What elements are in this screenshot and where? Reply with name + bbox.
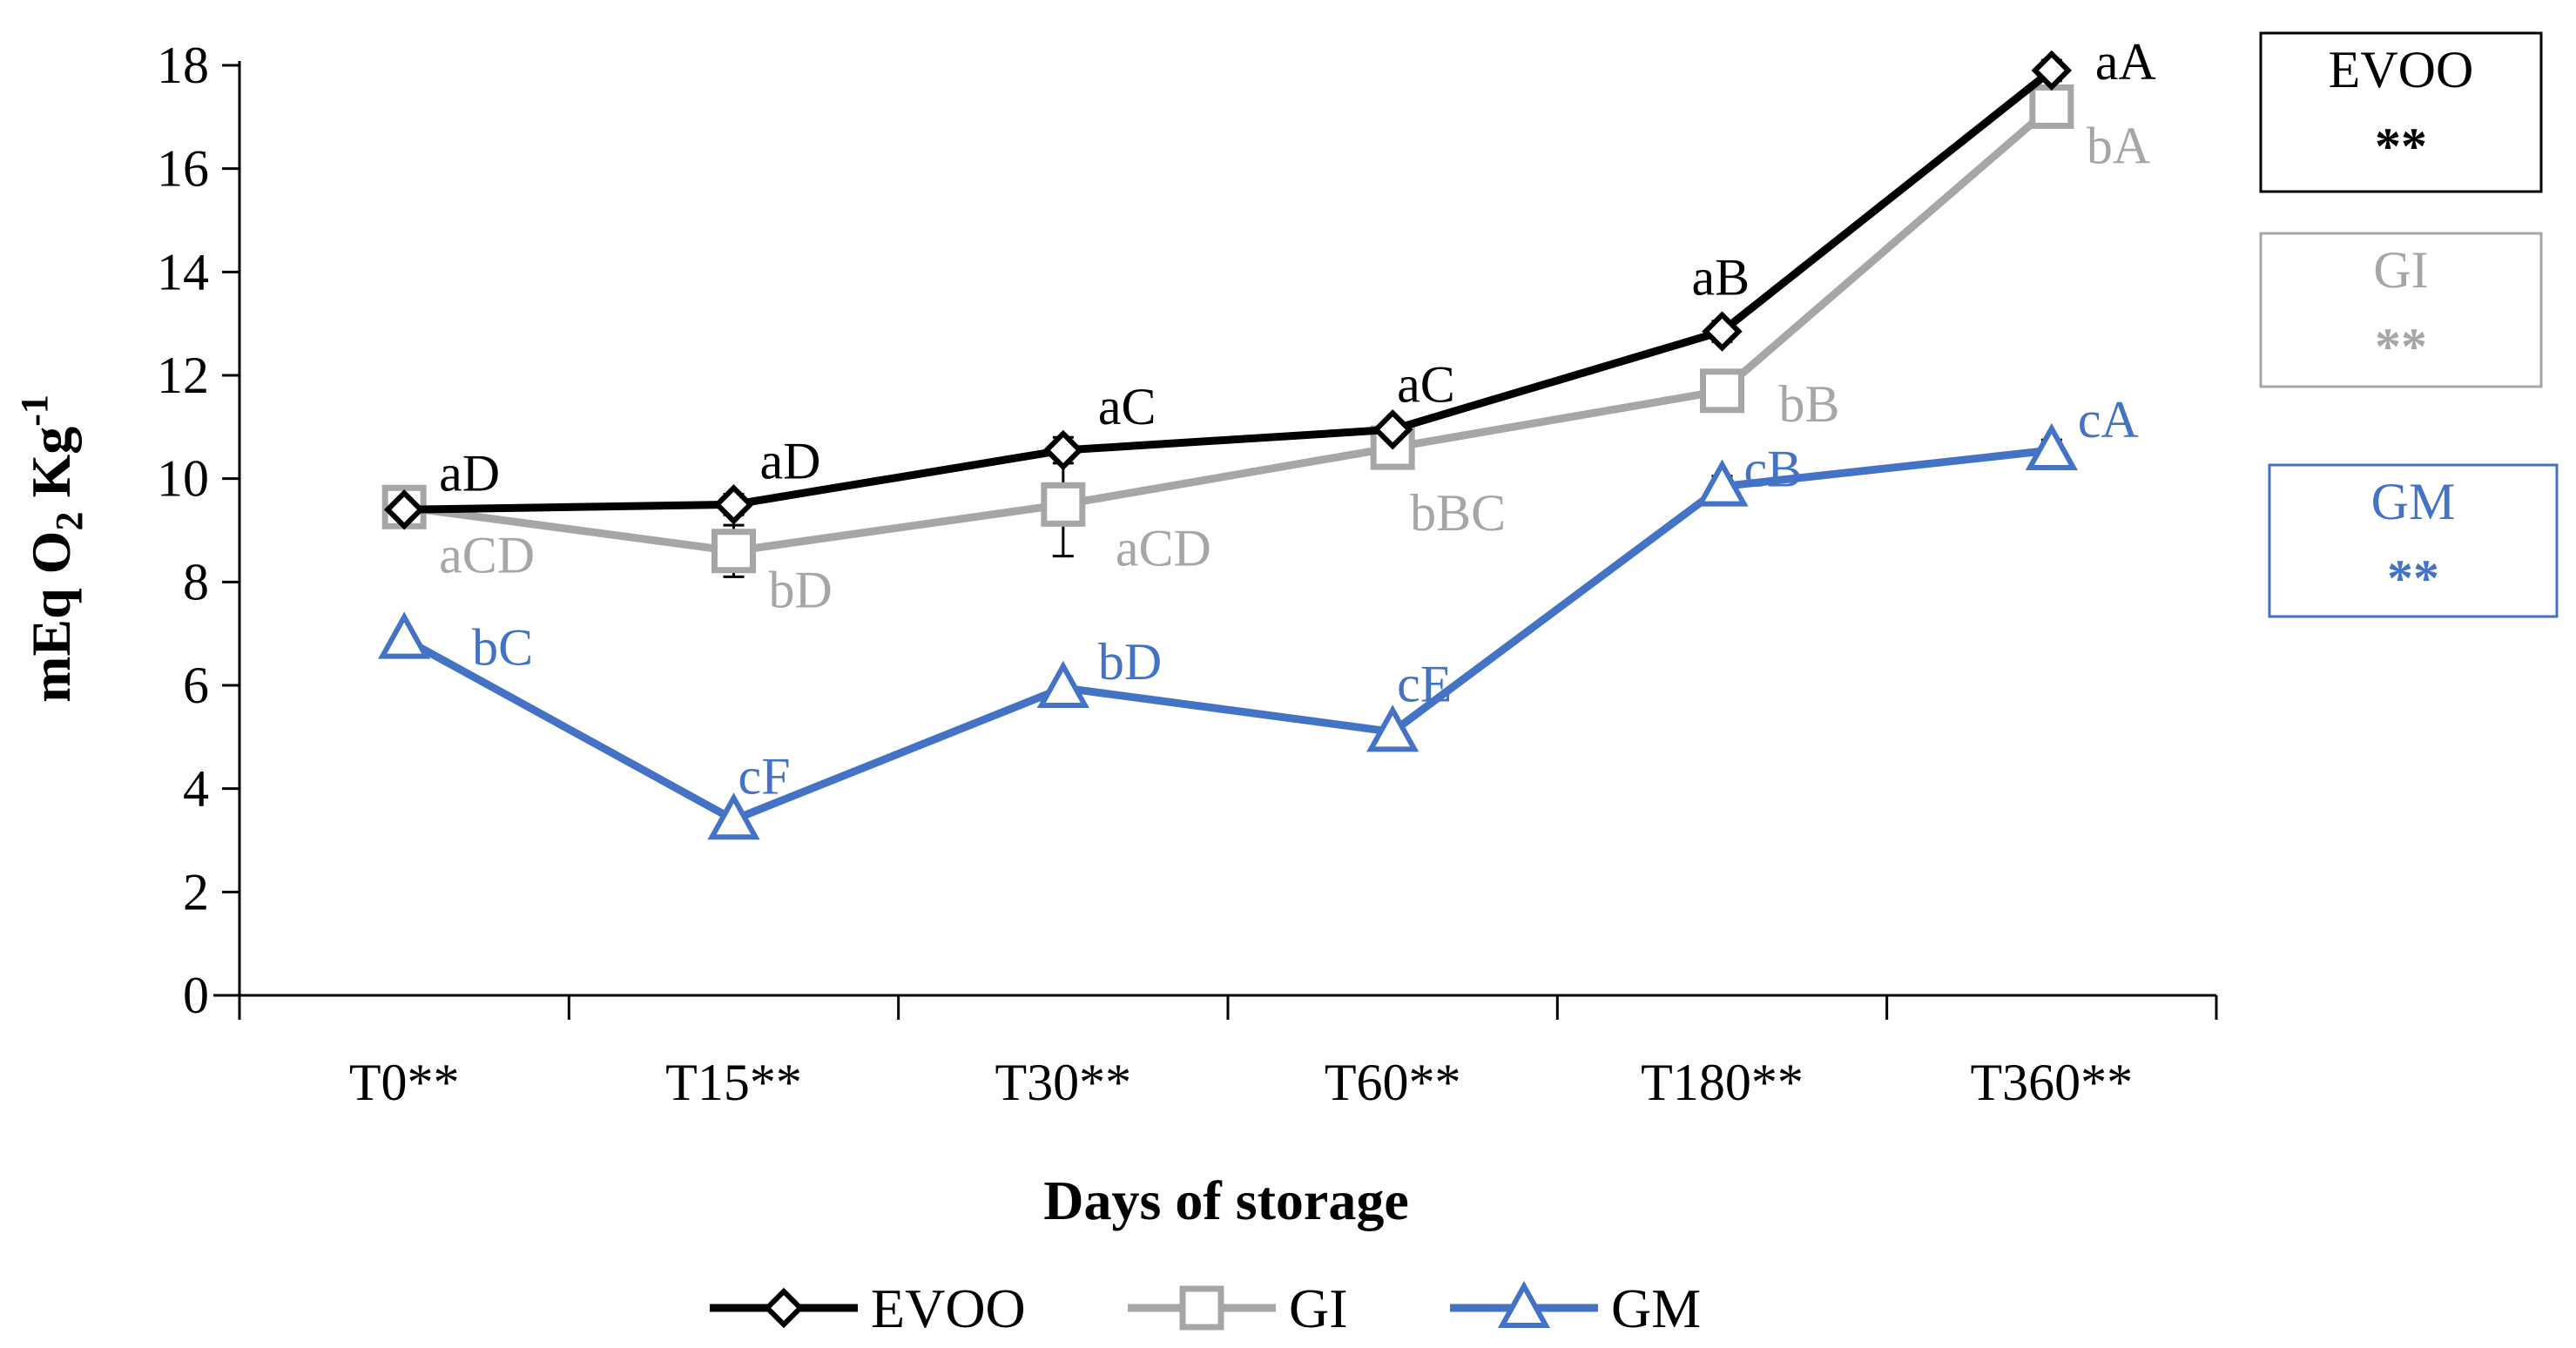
significance-box-frame bbox=[2259, 31, 2543, 193]
data-point-gi bbox=[711, 529, 756, 574]
x-tick-label: T180** bbox=[1641, 1054, 1804, 1111]
y-tick-label: 8 bbox=[183, 553, 209, 610]
legend-item-evoo: EVOO bbox=[710, 1277, 1026, 1339]
significance-boxes: EVOO ** GI ** GM ** bbox=[2259, 31, 2559, 618]
point-labels: aCD bD aCD bBC bB bA aD aD aC aC aB aA bC cF bD cE cB cA bbox=[439, 33, 2156, 805]
data-point-evoo bbox=[1372, 409, 1413, 450]
significance-box-stars: ** bbox=[2375, 318, 2427, 375]
y-tick-label: 12 bbox=[157, 347, 209, 404]
point-label: bBC bbox=[1410, 484, 1506, 542]
series-line-gm bbox=[402, 446, 2053, 824]
point-label: aD bbox=[439, 444, 500, 502]
y-tick-label: 14 bbox=[157, 243, 209, 300]
y-tick-label: 10 bbox=[157, 450, 209, 508]
legend: EVOO GI GM bbox=[710, 1277, 1701, 1339]
point-label: aCD bbox=[1116, 519, 1211, 576]
data-point-gi bbox=[1041, 482, 1086, 527]
y-tick-label: 6 bbox=[183, 657, 209, 714]
significance-box-evoo: EVOO ** bbox=[2259, 31, 2543, 193]
y-axis-title: mEq O2 Kg-1 bbox=[13, 394, 91, 703]
data-point-evoo bbox=[713, 484, 754, 525]
axes: 0 2 4 6 8 10 12 14 16 18 T0** T15** T30** T60** T180**… bbox=[157, 37, 2218, 1111]
point-label: aB bbox=[1692, 249, 1750, 307]
point-label: cF bbox=[738, 747, 791, 805]
data-point-gi bbox=[2029, 84, 2074, 129]
data-point-gi bbox=[1700, 368, 1744, 414]
y-tick-label: 4 bbox=[183, 760, 209, 818]
y-tick-label: 0 bbox=[183, 967, 209, 1024]
legend-item-gm: GM bbox=[1450, 1277, 1701, 1339]
data-point-evoo bbox=[2031, 50, 2073, 91]
data-point-gm bbox=[1696, 459, 1749, 507]
y-axis-title-main: mEq O bbox=[20, 531, 82, 703]
y-tick-label: 2 bbox=[183, 863, 209, 920]
data-point-gm bbox=[378, 611, 431, 659]
significance-box-gi: GI ** bbox=[2259, 232, 2543, 388]
point-label: cA bbox=[2078, 391, 2139, 448]
data-point-evoo bbox=[1042, 429, 1084, 471]
x-tick-label: T30** bbox=[995, 1054, 1132, 1111]
x-tick-label: T15** bbox=[665, 1054, 802, 1111]
y-tick-label: 16 bbox=[157, 140, 209, 198]
x-tick-label: T60** bbox=[1325, 1054, 1461, 1111]
point-label: bD bbox=[769, 562, 833, 619]
legend-label: EVOO bbox=[871, 1277, 1026, 1339]
series-gm bbox=[378, 422, 2078, 840]
significance-box-label: GM bbox=[2371, 473, 2456, 530]
significance-box-label: GI bbox=[2373, 241, 2428, 299]
series-evoo bbox=[383, 50, 2073, 530]
series-line-gi bbox=[403, 104, 2054, 556]
significance-box-label: EVOO bbox=[2329, 41, 2474, 98]
data-point-gm bbox=[707, 792, 760, 840]
x-axis-title: Days of storage bbox=[1043, 1169, 1408, 1231]
point-label: cE bbox=[1397, 655, 1452, 712]
point-label: cB bbox=[1744, 441, 1803, 498]
point-label: bC bbox=[472, 619, 533, 677]
significance-box-stars: ** bbox=[2375, 118, 2427, 175]
data-point-evoo bbox=[1702, 311, 1743, 352]
legend-swatch-marker bbox=[1179, 1285, 1224, 1331]
legend-swatch-marker bbox=[1497, 1280, 1551, 1328]
y-axis-title-sub: 2 bbox=[48, 512, 91, 531]
data-point-evoo bbox=[383, 489, 425, 530]
y-axis-title-sup: -1 bbox=[13, 394, 56, 427]
point-label: aC bbox=[1098, 378, 1157, 435]
point-label: aD bbox=[760, 432, 821, 489]
plot-area bbox=[378, 50, 2078, 840]
data-point-gm bbox=[1366, 704, 1419, 752]
point-label: bD bbox=[1098, 633, 1162, 691]
significance-box-gm: GM ** bbox=[2268, 463, 2559, 618]
data-point-gm bbox=[2025, 422, 2078, 471]
legend-label: GI bbox=[1289, 1277, 1348, 1339]
point-label: bA bbox=[2087, 117, 2150, 174]
legend-swatch-marker bbox=[763, 1287, 805, 1329]
legend-label: GM bbox=[1611, 1277, 1701, 1339]
x-tick-label: T360** bbox=[1971, 1054, 2134, 1111]
x-tick-label: T0** bbox=[349, 1054, 460, 1111]
point-label: aC bbox=[1397, 355, 1455, 413]
point-label: aCD bbox=[439, 526, 535, 583]
significance-box-frame bbox=[2268, 463, 2559, 618]
y-tick-label: 18 bbox=[157, 37, 209, 94]
significance-box-frame bbox=[2259, 232, 2543, 388]
significance-box-stars: ** bbox=[2387, 549, 2439, 607]
point-label: bB bbox=[1779, 375, 1840, 433]
y-axis-title-unit: Kg bbox=[20, 427, 82, 512]
point-label: aA bbox=[2095, 33, 2156, 91]
data-point-gm bbox=[1036, 660, 1089, 708]
legend-item-gi: GI bbox=[1128, 1277, 1348, 1339]
series-line-evoo bbox=[404, 67, 2054, 514]
